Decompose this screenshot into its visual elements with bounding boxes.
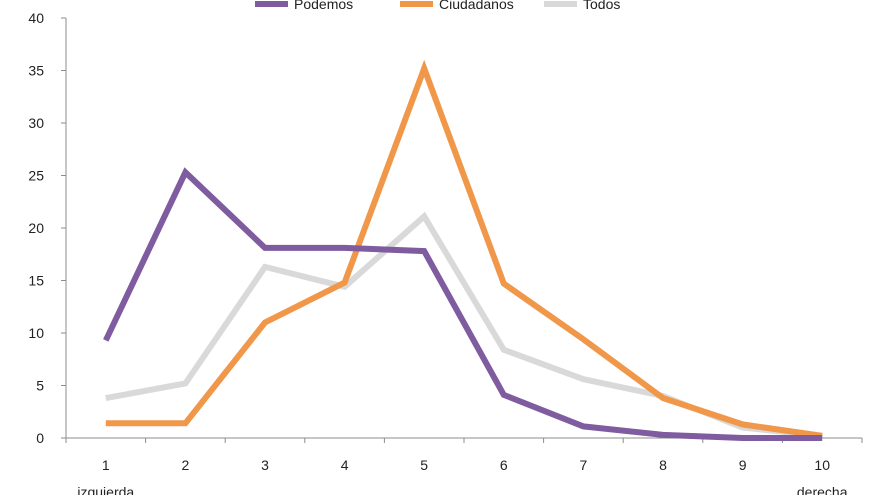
y-axis-ticks: 0 5 10 15 20 25 30 35 40 [28,10,66,446]
y-tick-label: 5 [36,378,44,394]
x-tick-label: 9 [739,457,747,473]
legend-label: Todos [583,0,620,12]
chart-axes [65,18,862,439]
series-line-ciudadanos [105,59,823,439]
y-tick-label: 0 [36,430,44,446]
y-tick-label: 20 [28,220,44,236]
legend-label: Podemos [294,0,353,12]
legend-label: Ciudadanos [439,0,514,12]
x-tick-label: 10 [814,457,830,473]
series-line-podemos [103,167,823,441]
y-tick-label: 35 [28,63,44,79]
x-tick-label: 2 [182,457,190,473]
series-ciudadanos [105,59,823,439]
series-podemos [103,167,823,441]
chart-series [103,59,823,441]
x-tick-label: 8 [659,457,667,473]
x-tick-label: 5 [420,457,428,473]
chart-legend: Podemos Ciudadanos Todos [255,0,620,12]
x-tick-label: 6 [500,457,508,473]
x-tick-label: 4 [341,457,349,473]
y-tick-label: 25 [28,168,44,184]
x-tick-sublabel: derecha [797,484,848,495]
x-tick-label: 1 [102,457,110,473]
y-tick-label: 15 [28,273,44,289]
x-tick-label: 3 [261,457,269,473]
y-tick-label: 10 [28,325,44,341]
y-tick-label: 30 [28,115,44,131]
x-tick-sublabel: izquierda [77,484,134,495]
x-axis-ticks: 1 izquierda 2 3 4 5 6 7 8 9 10 derecha [65,438,863,495]
x-tick-label: 7 [580,457,588,473]
y-tick-label: 40 [28,10,44,26]
